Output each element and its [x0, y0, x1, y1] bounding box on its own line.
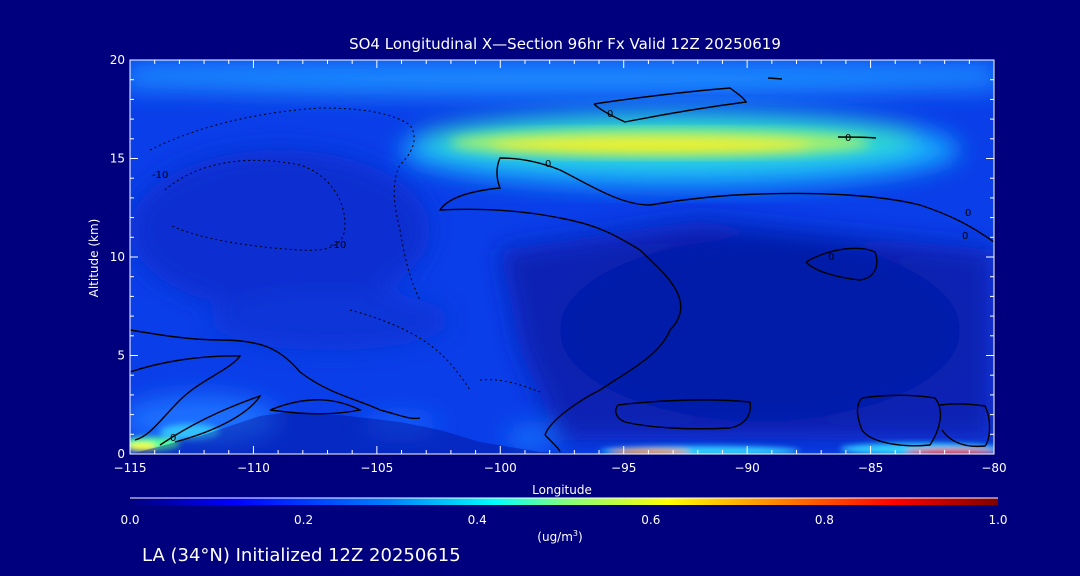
contour-label: 0 [545, 159, 551, 170]
x-tick-label: −90 [734, 461, 759, 475]
colorbar-tick-label: 0.8 [815, 513, 834, 527]
contour-line-b [130, 355, 242, 441]
contour-line-g [593, 87, 748, 123]
colorbar-bar [130, 498, 998, 505]
footer-caption: LA (34°N) Initialized 12Z 20250615 [142, 545, 461, 566]
y-axis: 0 5 10 15 20 [110, 53, 994, 461]
colorbar: 0.0 0.2 0.4 0.6 0.8 1.0 (ug/m3) [120, 497, 1008, 544]
y-tick-label: 10 [110, 250, 125, 264]
contour-labels: 0 0 0 -10 -10 0 0 0 0 [152, 109, 971, 444]
y-tick-label: 15 [110, 152, 125, 166]
y-tick-label: 20 [110, 53, 125, 67]
dotted-contour-b [164, 159, 346, 251]
colorbar-tick-label: 0.4 [468, 513, 487, 527]
chart-title: SO4 Longitudinal X—Section 96hr Fx Valid… [349, 35, 781, 53]
contour-label: -10 [330, 240, 346, 251]
colorbar-tick-label: 1.0 [988, 513, 1007, 527]
contour-label: 0 [965, 208, 971, 219]
contour-line-f [544, 434, 561, 453]
dotted-contour-d [479, 379, 541, 393]
heatmap-field: 0 0 0 -10 -10 0 0 0 0 [130, 60, 994, 454]
x-tick-label: −115 [114, 461, 147, 475]
colorbar-tick-label: 0.0 [120, 513, 139, 527]
x-tick-label: −105 [360, 461, 393, 475]
y-axis-label: Altitude (km) [87, 219, 101, 298]
contour-line-c [159, 394, 262, 446]
x-tick-label: −100 [484, 461, 517, 475]
x-tick-label: −95 [611, 461, 636, 475]
contour-line-j [805, 247, 878, 281]
contour-line-h [837, 136, 877, 139]
contour-line-a [130, 329, 421, 420]
colorbar-unit-text: (ug/m [537, 530, 573, 544]
contour-line-l [856, 394, 942, 447]
colorbar-tick-label: 0.6 [641, 513, 660, 527]
x-tick-label: −110 [237, 461, 270, 475]
x-tick-label: −85 [858, 461, 883, 475]
contour-line-e [438, 157, 994, 436]
contour-label: 0 [170, 433, 176, 444]
x-axis: −115 −110 −105 −100 −95 −90 −85 −80 [114, 60, 1007, 475]
x-axis-label: Longitude [532, 483, 592, 497]
colorbar-unit-sup: 3 [573, 529, 578, 538]
dotted-contours [149, 107, 541, 393]
contour-label: 0 [607, 109, 613, 120]
dotted-contour-a [149, 107, 421, 301]
colorbar-ticks: 0.0 0.2 0.4 0.6 0.8 1.0 [120, 513, 1007, 527]
contour-line-i [767, 77, 783, 80]
colorbar-unit: (ug/m3) [537, 529, 582, 544]
y-tick-label: 5 [117, 349, 125, 363]
contour-line-k [615, 399, 752, 430]
contour-label: 0 [828, 252, 834, 263]
colorbar-tick-label: 0.2 [294, 513, 313, 527]
contour-label: -10 [152, 170, 168, 181]
contour-label: 0 [962, 231, 968, 242]
y-tick-label: 0 [117, 447, 125, 461]
contour-label: 0 [845, 133, 851, 144]
contour-lines [130, 77, 994, 453]
colorbar-unit-close: ) [578, 530, 583, 544]
x-tick-label: −80 [981, 461, 1006, 475]
stratospheric-core [450, 130, 870, 156]
contour-line-m [939, 403, 991, 448]
terrain-shadow [130, 412, 600, 454]
contour-line-d [269, 399, 363, 415]
